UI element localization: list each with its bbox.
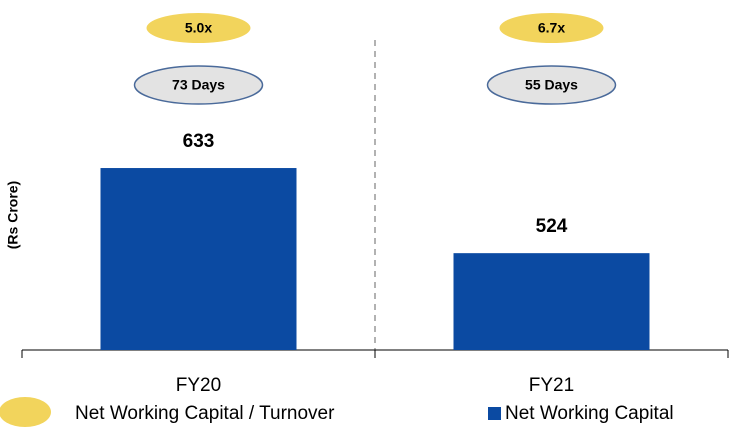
legend-label: Net Working Capital / Turnover [75,403,335,424]
ratio-badge [499,13,604,43]
x-tick-label: FY20 [176,375,221,396]
legend-swatch [0,397,51,427]
days-label: 55 Days [525,77,578,93]
ratio-badge [146,13,251,43]
days-badge [133,65,264,105]
y-axis-label: (Rs Crore) [5,181,21,249]
data-label: 524 [536,216,568,237]
ratio-label: 6.7x [538,20,565,36]
days-badge [486,65,617,105]
data-label: 633 [183,131,215,152]
ratio-label: 5.0x [185,20,212,36]
bar [453,253,650,350]
days-label: 73 Days [172,77,225,93]
legend-label: Net Working Capital [505,403,674,424]
bar [100,168,297,350]
x-tick-label: FY21 [529,375,574,396]
legend-swatch [488,407,501,420]
